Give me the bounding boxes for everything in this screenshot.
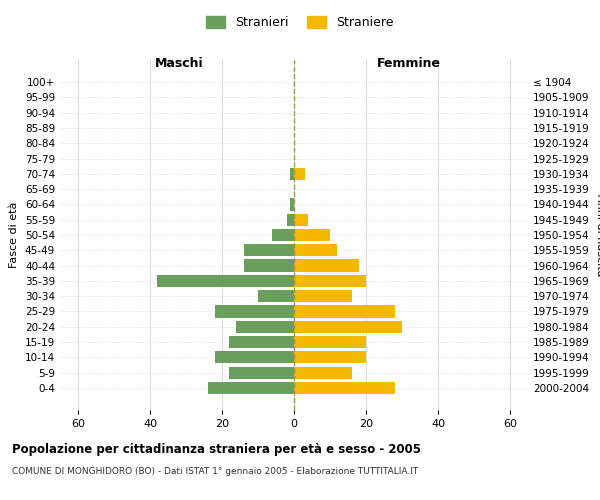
Bar [215,352,294,364]
Text: Maschi: Maschi [154,57,203,70]
Text: Popolazione per cittadinanza straniera per età e sesso - 2005: Popolazione per cittadinanza straniera p… [12,442,421,456]
Bar [236,320,294,333]
Bar [229,366,294,379]
Bar [294,320,402,333]
Bar [229,336,294,348]
Bar [294,366,352,379]
Bar [294,275,366,287]
Bar [287,214,294,226]
Bar [294,214,308,226]
Bar [272,229,294,241]
Bar [215,306,294,318]
Y-axis label: Fasce di età: Fasce di età [10,202,19,268]
Legend: Stranieri, Straniere: Stranieri, Straniere [202,11,398,34]
Text: COMUNE DI MONGHIDORO (BO) - Dati ISTAT 1° gennaio 2005 - Elaborazione TUTTITALIA: COMUNE DI MONGHIDORO (BO) - Dati ISTAT 1… [12,468,418,476]
Bar [290,198,294,210]
Bar [208,382,294,394]
Bar [294,244,337,256]
Bar [290,168,294,180]
Bar [258,290,294,302]
Text: Femmine: Femmine [377,57,441,70]
Bar [294,290,352,302]
Bar [294,382,395,394]
Bar [294,306,395,318]
Bar [294,352,366,364]
Bar [294,260,359,272]
Bar [294,336,366,348]
Y-axis label: Anni di nascita: Anni di nascita [595,194,600,276]
Bar [294,229,330,241]
Bar [294,168,305,180]
Bar [244,244,294,256]
Bar [157,275,294,287]
Bar [244,260,294,272]
